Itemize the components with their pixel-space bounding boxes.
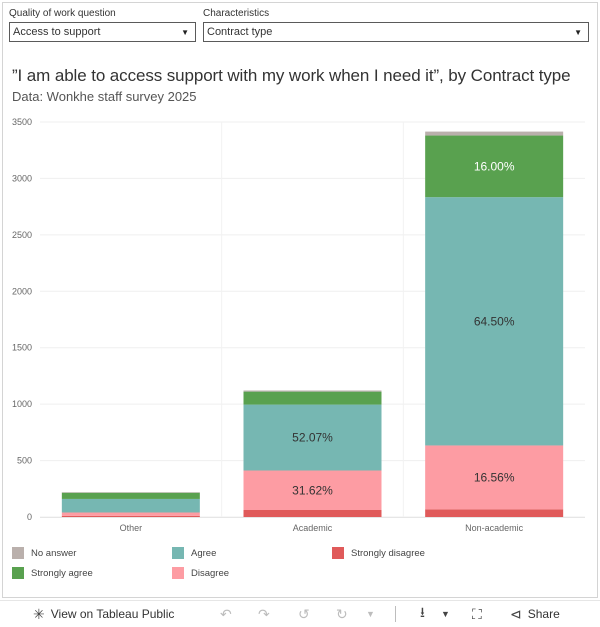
chart-subtitle: Data: Wonkhe staff survey 2025 [12, 89, 197, 104]
characteristic-dropdown-value: Contract type [207, 26, 273, 38]
chart-legend: No answer Agree Strongly disagree Strongly … [12, 547, 572, 587]
characteristic-dropdown[interactable]: Contract type ▼ [203, 22, 589, 42]
y-tick-label: 3500 [12, 117, 32, 127]
data-label: 64.50% [474, 314, 515, 328]
view-on-tableau-label: View on Tableau Public [50, 607, 175, 621]
bar-segment [425, 509, 564, 517]
view-on-tableau-button[interactable]: ✳ View on Tableau Public [33, 606, 174, 623]
legend-label: Strongly agree [31, 567, 93, 579]
question-filter-label: Quality of work question [9, 8, 116, 19]
revert-icon[interactable]: ↺ [298, 605, 310, 622]
bar-segment [61, 492, 200, 499]
question-dropdown-value: Access to support [13, 26, 101, 38]
y-tick-label: 500 [17, 456, 32, 466]
question-filter: Quality of work question Access to suppo… [9, 8, 196, 42]
data-label: 52.07% [292, 431, 333, 445]
redo-icon[interactable]: ↷ [258, 605, 270, 622]
bar-segment [425, 197, 564, 446]
download-dropdown-icon[interactable]: ▼ [441, 609, 450, 619]
x-tick-label: Academic [293, 523, 333, 533]
legend-swatch [332, 547, 344, 559]
legend-label: No answer [31, 547, 77, 559]
legend-item[interactable]: Strongly agree [12, 567, 93, 579]
legend-swatch [172, 547, 184, 559]
legend-label: Disagree [191, 567, 230, 579]
caret-down-icon: ▼ [181, 27, 189, 37]
toolbar-divider [395, 606, 396, 622]
bar-segment [61, 492, 200, 493]
tableau-logo-icon: ✳ [33, 605, 45, 622]
chart-title: ”I am able to access support with my wor… [12, 66, 571, 85]
share-icon: ⊲ [510, 605, 522, 622]
y-tick-label: 3000 [12, 173, 32, 183]
fullscreen-icon[interactable]: ⛶ [472, 605, 482, 622]
share-button[interactable]: ⊲ Share [510, 606, 560, 623]
legend-item[interactable]: Agree [172, 547, 216, 559]
legend-item[interactable]: No answer [12, 547, 76, 559]
characteristic-filter-label: Characteristics [203, 8, 270, 19]
legend-label: Strongly disagree [351, 547, 425, 559]
x-tick-label: Other [120, 523, 143, 533]
bar-segment [243, 510, 382, 517]
bar-segment [243, 470, 382, 511]
undo-icon[interactable]: ↶ [220, 605, 232, 622]
legend-item[interactable]: Strongly disagree [332, 547, 425, 559]
bar-segment [243, 391, 382, 405]
download-icon[interactable]: ⭳ [420, 604, 425, 620]
caret-down-icon: ▼ [574, 27, 582, 37]
bar-segment [425, 131, 564, 136]
stacked-bar-chart: 0 500 1000 1500 2000 2500 3000 3500 Other 31.62% 5… [12, 117, 585, 533]
x-tick-label: Non-academic [465, 523, 524, 533]
data-label: 31.62% [292, 483, 333, 497]
legend-swatch [172, 567, 184, 579]
y-tick-label: 2000 [12, 286, 32, 296]
legend-label: Agree [191, 547, 217, 559]
pause-dropdown-icon[interactable]: ▼ [366, 609, 375, 619]
share-label: Share [527, 607, 560, 621]
bar-segment [425, 445, 564, 510]
bar-segment [61, 515, 200, 517]
bar-segment [61, 498, 200, 513]
characteristic-filter: Characteristics Contract type ▼ [203, 8, 589, 42]
y-tick-label: 2500 [12, 230, 32, 240]
legend-swatch [12, 567, 24, 579]
question-dropdown[interactable]: Access to support ▼ [9, 22, 196, 42]
refresh-icon[interactable]: ↻ [336, 605, 348, 622]
tableau-toolbar: ✳ View on Tableau Public ↶ ↷ ↺ ↻ ▼ ⭳ ▼ ⛶… [0, 600, 600, 627]
legend-item[interactable]: Disagree [172, 567, 229, 579]
data-label: 16.00% [474, 159, 515, 173]
y-tick-label: 1000 [12, 399, 32, 409]
legend-swatch [12, 547, 24, 559]
bar-segment [243, 390, 382, 392]
y-tick-label: 1500 [12, 343, 32, 353]
data-label: 16.56% [474, 470, 515, 484]
y-tick-label: 0 [27, 512, 32, 522]
bar-segment [425, 135, 564, 198]
bar-segment [243, 404, 382, 471]
bar-segment [61, 512, 200, 516]
